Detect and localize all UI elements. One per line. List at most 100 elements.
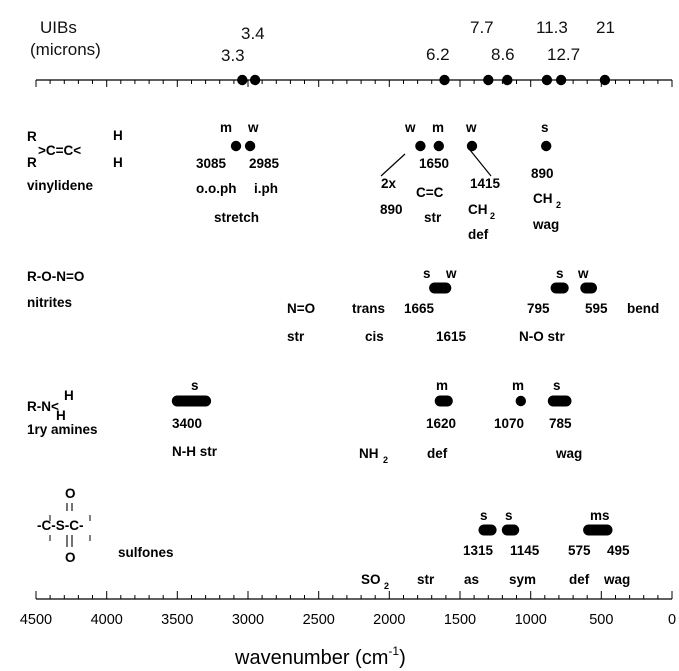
uib-label-7.7: 7.7 [470, 18, 494, 37]
wavenumber-axis-label: wavenumber (cm-1) [234, 644, 406, 669]
vinylidene-name: vinylidene [27, 178, 94, 193]
amines-int-m2: m [512, 378, 524, 393]
amines-name: 1ry amines [27, 422, 98, 437]
amines-label-1070: 1070 [494, 416, 524, 431]
tick-label-2500: 2500 [303, 612, 335, 628]
sulfones-core: -C-S-C- [37, 518, 84, 533]
wavenumber-tick-labels: 4500 4000 3500 3000 2500 2000 1500 1000 500 0 [20, 612, 676, 628]
sulfones-band-1145 [501, 524, 520, 536]
vinylidene-core: >C=C< [38, 143, 81, 158]
uib-label-11.3: 11.3 [536, 18, 568, 37]
nitrites-desc-no: N=O [287, 301, 315, 316]
sulfones-label-1145: 1145 [510, 543, 540, 558]
nitrites-desc-trans: trans [352, 301, 385, 316]
sulfones-desc-str: str [417, 572, 435, 587]
tick-label-3000: 3000 [232, 612, 264, 628]
tick-label-2000: 2000 [373, 612, 405, 628]
amines-label-785: 785 [549, 416, 572, 431]
nitrites-int-s1: s [423, 266, 431, 281]
uib-marker-3.4 [237, 74, 248, 86]
amines-formula-h2: H [56, 408, 66, 423]
nitrites-formula: R-O-N=O [27, 269, 84, 284]
sulfones-name: sulfones [118, 545, 174, 560]
vinylidene-int-m1: m [220, 120, 232, 135]
nitrites-band-markers [429, 282, 597, 294]
uib-label-8.6: 8.6 [491, 45, 515, 64]
vinylidene-label-3085: 3085 [196, 156, 227, 171]
vinylidene-desc-ch2: CH [533, 191, 553, 206]
sulfones-desc-as: as [464, 572, 479, 587]
vinylidene-band-890 [541, 140, 552, 152]
sulfones-desc-def: def [569, 572, 590, 587]
wavenumber-axis-label-sup: -1 [388, 644, 399, 658]
uib-marker-3.3 [249, 74, 261, 86]
vinylidene-r1: R [27, 129, 37, 144]
uib-marker-11.3 [541, 74, 553, 86]
uib-band-markers [237, 74, 611, 86]
wavenumber-axis-label-main: wavenumber (cm [234, 647, 388, 669]
amines-band-3400 [171, 395, 212, 407]
amines-desc-wag: wag [555, 446, 582, 461]
vinylidene-label-2x: 2x [381, 176, 397, 191]
vinylidene-band-3085 [230, 140, 242, 152]
vinylidene-desc-stretch: stretch [214, 210, 259, 225]
uib-label-3.3: 3.3 [221, 46, 245, 65]
amines-band-785 [547, 395, 572, 407]
sulfones-desc-sym: sym [509, 572, 536, 587]
sulfones-int-s1: s [480, 508, 488, 523]
vinylidene-desc-ch: CH [468, 202, 488, 217]
vinylidene-desc-def: def [468, 227, 489, 242]
sulfones-desc-so: SO [361, 572, 381, 587]
uib-label-12.7: 12.7 [547, 45, 580, 64]
amines-band-1070 [515, 395, 526, 407]
group-sulfones: O -C-S-C- O sulfones s s ms 1315 1145 57… [37, 486, 630, 591]
vinylidene-desc-ch-sub: 2 [490, 211, 495, 221]
tick-label-4000: 4000 [91, 612, 123, 628]
uib-marker-7.7 [483, 74, 494, 86]
wavenumber-axis-label-end: ) [399, 647, 406, 669]
nitrites-name: nitrites [27, 295, 72, 310]
sulfones-int-ms: ms [590, 508, 610, 523]
uib-marker-12.7 [555, 74, 567, 86]
vinylidene-band-1780 [415, 140, 426, 152]
tick-label-3500: 3500 [161, 612, 193, 628]
nitrites-desc-cis: cis [365, 329, 384, 344]
uib-marker-21 [599, 74, 611, 86]
vinylidene-int-s: s [541, 120, 549, 135]
vinylidene-desc-ooph: o.o.ph [196, 181, 237, 196]
uib-label-6.2: 6.2 [426, 45, 450, 64]
nitrites-label-1665: 1665 [404, 301, 435, 316]
sulfones-band-markers [478, 524, 613, 536]
sulfones-int-s2: s [505, 508, 513, 523]
nitrites-label-1615: 1615 [436, 329, 467, 344]
vinylidene-desc-wag: wag [532, 217, 559, 232]
vinylidene-desc-cc: C=C [416, 185, 444, 200]
amines-int-s2: s [553, 378, 561, 393]
vinylidene-desc-iph: i.ph [254, 181, 278, 196]
sulfones-label-1315: 1315 [463, 543, 494, 558]
uib-title-line2: (microns) [30, 40, 101, 59]
nitrites-band-595 [580, 282, 597, 294]
sulfones-label-575: 575 [568, 543, 591, 558]
uib-marker-6.2 [439, 74, 450, 86]
nitrites-int-s2: s [556, 266, 564, 281]
vinylidene-label-890: 890 [531, 166, 554, 181]
tick-label-1000: 1000 [515, 612, 547, 628]
vinylidene-label-2985: 2985 [249, 156, 280, 171]
nitrites-band-795 [550, 282, 569, 294]
tick-label-4500: 4500 [20, 612, 52, 628]
vinylidene-label-1650: 1650 [419, 156, 449, 171]
vinylidene-label-890b: 890 [380, 202, 403, 217]
vinylidene-band-markers [230, 140, 552, 152]
group-amines: R-N< H H 1ry amines s m m s 3400 1620 10… [27, 378, 582, 465]
nitrites-band-1615 [435, 282, 452, 294]
uib-label-3.4: 3.4 [241, 24, 265, 43]
amines-int-m1: m [436, 378, 448, 393]
nitrites-desc-bend: bend [627, 301, 659, 316]
vinylidene-label-1415: 1415 [470, 176, 501, 191]
amines-desc-nh-sub: 2 [383, 455, 388, 465]
amines-label-3400: 3400 [172, 416, 202, 431]
group-vinylidene: R R >C=C< H H vinylidene m w w m w s 308… [27, 120, 561, 242]
amines-label-1620: 1620 [426, 416, 456, 431]
sulfones-o-bot: O [65, 550, 76, 565]
